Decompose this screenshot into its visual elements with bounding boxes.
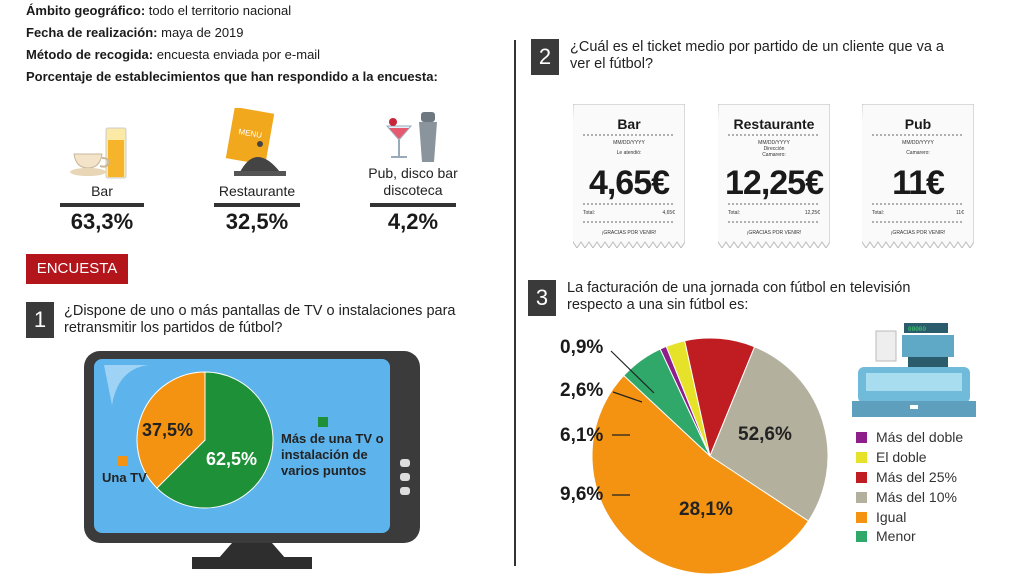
question-3-text: La facturación de una jornada con fútbol… — [567, 280, 911, 313]
question-number-2: 2 — [531, 39, 559, 75]
question-number-3: 3 — [528, 280, 556, 316]
pie2-label-el-doble: 2,6% — [560, 380, 604, 401]
estab-label-bar: Bar — [91, 183, 113, 199]
vertical-divider — [514, 40, 516, 566]
legend-swatch — [856, 452, 867, 463]
cocktail-shaker-icon — [385, 112, 437, 162]
pie2-label-igual: 52,6% — [738, 424, 792, 445]
cash-register-icon: 00000 — [852, 323, 976, 417]
pie2-leader-lines — [610, 350, 655, 496]
pie2-slice-4 — [591, 374, 810, 575]
question-2-text: ¿Cuál es el ticket medio por partido de … — [570, 39, 944, 72]
legend-label: Menor — [876, 528, 916, 544]
coffee-juice-icon — [70, 127, 127, 179]
metodo-line: Método de recogida: encuesta enviada por… — [26, 47, 321, 62]
svg-text:MENU: MENU — [238, 127, 263, 140]
legend-swatch — [856, 531, 867, 542]
legend-swatch — [856, 472, 867, 483]
question-number-1: 1 — [26, 302, 54, 338]
estab-pct-restaurante: 32,5% — [225, 209, 289, 234]
pie2-label-menor: 6,1% — [560, 425, 604, 446]
estab-pct-bar: 63,3% — [70, 209, 134, 234]
ticket-title: Pub — [904, 116, 932, 132]
pie1-slice-1 — [136, 371, 206, 489]
ticket-bar: Bar MM/DD/YYYY Le atendió: 4,65€ Total: … — [573, 104, 685, 248]
estab-divider — [214, 203, 300, 207]
pie2-label-mas-10: 28,1% — [679, 499, 733, 520]
pie2-slice-3 — [709, 346, 829, 522]
ticket-total-label: Total: — [728, 210, 740, 216]
legend-swatch-una — [118, 456, 128, 466]
ticket-title: Bar — [617, 116, 641, 132]
register-display: 00000 — [908, 326, 926, 333]
ticket-line: Dirección — [763, 146, 785, 152]
estab-label-pub: Pub, disco bar discoteca — [368, 165, 458, 198]
legend-label: Más del 10% — [876, 489, 957, 505]
ticket-paper — [573, 104, 685, 248]
ticket-title: Restaurante — [733, 116, 815, 132]
estab-divider — [60, 203, 144, 207]
ticket-amount: 4,65€ — [588, 164, 670, 202]
legend-swatch-mas — [318, 417, 328, 427]
ticket-paper — [718, 104, 830, 248]
legend-label: Más del 25% — [876, 469, 957, 485]
ticket-pub: Pub MM/DD/YYYY Camarero: 11€ Total: 11€ … — [862, 104, 974, 248]
pie2-label-mas-25: 9,6% — [560, 484, 604, 505]
pie-chart-tv — [136, 371, 274, 509]
ticket-total-value: 4,65€ — [662, 210, 675, 216]
estab-divider — [370, 203, 456, 207]
ticket-total-value: 11€ — [956, 210, 964, 216]
fecha-line: Fecha de realización: maya de 2019 — [26, 25, 244, 40]
ticket-amount: 12,25€ — [725, 164, 824, 202]
ticket-total-label: Total: — [583, 210, 595, 216]
ticket-line: Le atendió: — [616, 150, 642, 156]
ticket-total-value: 12,25€ — [804, 210, 820, 216]
ticket-date: MM/DD/YYYY — [613, 140, 645, 146]
ticket-date: MM/DD/YYYY — [758, 140, 790, 146]
pie1-label-mas: 62,5% — [206, 449, 258, 469]
menu-cloche-icon: MENU — [225, 108, 286, 176]
legend-label: Igual — [876, 509, 907, 525]
pie1-label-una: 37,5% — [142, 420, 194, 440]
question-1-text: ¿Dispone de uno o más pantallas de TV o … — [64, 303, 456, 336]
ticket-total-label: Total: — [872, 210, 884, 216]
estab-pct-pub: 4,2% — [387, 209, 439, 234]
legend-label: El doble — [876, 449, 927, 465]
legend-swatch — [856, 432, 867, 443]
pie1-slice-0 — [156, 371, 274, 509]
ticket-thanks: ¡GRACIAS POR VENIR! — [601, 230, 657, 236]
ticket-line: Camarero: — [906, 150, 930, 156]
legend-swatch — [856, 492, 867, 503]
legend-una: Una TV — [102, 470, 147, 485]
ticket-thanks: ¡GRACIAS POR VENIR! — [746, 230, 802, 236]
pie2-label-mas-del-doble: 0,9% — [560, 337, 604, 358]
legend-label: Más del doble — [876, 429, 964, 445]
porcentaje-heading: Porcentaje de establecimientos que han r… — [26, 69, 438, 84]
estab-label-restaurante: Restaurante — [218, 183, 296, 199]
ticket-line: Camarero: — [762, 152, 786, 158]
ticket-date: MM/DD/YYYY — [902, 140, 934, 146]
ticket-paper — [862, 104, 974, 248]
pie2-slice-5 — [623, 348, 711, 457]
ticket-restaurante: Restaurante MM/DD/YYYY Dirección Camarer… — [718, 104, 830, 248]
legend-mas: Más de una TV o instalación de varios pu… — [281, 431, 384, 478]
pie-chart-facturacion — [591, 337, 829, 575]
legend-swatch — [856, 512, 867, 523]
ticket-amount: 11€ — [892, 164, 945, 202]
encuesta-badge: ENCUESTA — [26, 254, 128, 284]
ambito-line: Ámbito geográfico: todo el territorio na… — [26, 3, 292, 18]
ticket-thanks: ¡GRACIAS POR VENIR! — [890, 230, 946, 236]
